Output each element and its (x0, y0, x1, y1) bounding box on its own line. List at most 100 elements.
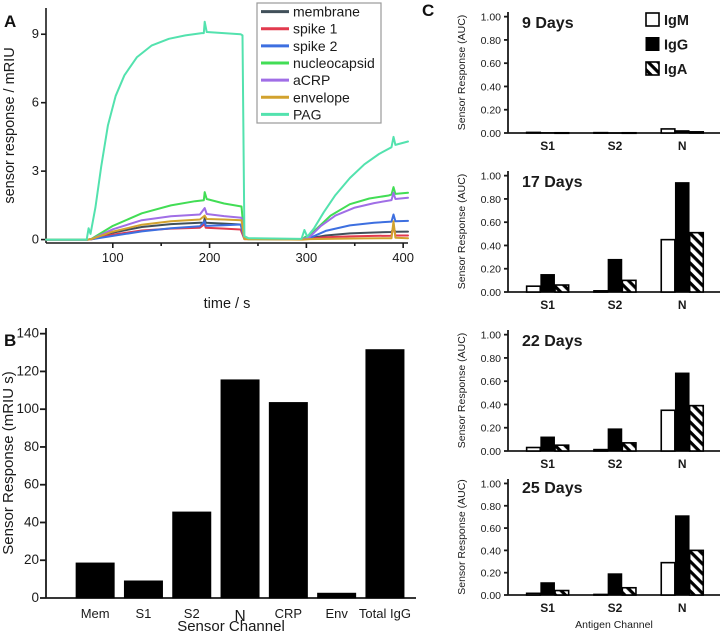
bar-N-IgA (688, 404, 705, 452)
bar-S2 (172, 511, 212, 599)
y-tick-label: 9 (32, 26, 39, 41)
y-tick-label: 0.20 (481, 264, 502, 276)
category-label: N (234, 608, 245, 625)
bar-N-IgM (660, 561, 676, 596)
panel-a-label: A (4, 12, 17, 31)
category-label: N (678, 457, 687, 471)
series-line-nucleocapsid (45, 186, 409, 241)
bar-S2-IgM (593, 290, 609, 293)
category-label: CRP (275, 606, 302, 621)
y-tick-label: 0.40 (481, 81, 502, 93)
category-label: Env (325, 606, 348, 621)
y-tick-label: 20 (24, 552, 39, 567)
y-tick-label: 0.80 (481, 194, 502, 206)
y-tick-label: 0.60 (481, 523, 502, 535)
bar-S1-IgA (554, 284, 570, 293)
bar-N-IgA (688, 549, 705, 596)
bar-S1 (123, 580, 163, 599)
category-label: S1 (540, 457, 555, 471)
category-label: S2 (608, 139, 623, 153)
bar-N-IgA (688, 131, 705, 134)
y-tick-label: 0.00 (481, 446, 502, 458)
series-line-envelope (45, 214, 409, 241)
y-tick-label: 1.00 (481, 171, 502, 183)
x-tick-label: 300 (296, 250, 318, 265)
legend-label: IgA (664, 62, 688, 78)
legend-label: nucleocapsid (293, 55, 375, 71)
x-tick-label: 400 (392, 250, 414, 265)
bar-CRP (268, 402, 308, 599)
category-label: S1 (540, 139, 555, 153)
category-label: S2 (184, 606, 200, 621)
bar-N-IgG (674, 182, 690, 293)
panel-b-label: B (4, 331, 17, 350)
y-tick-label: 0.40 (481, 240, 502, 252)
bar-S1-IgG (540, 132, 555, 134)
category-label: Total IgG (359, 606, 411, 621)
y-tick-label: 0.60 (481, 376, 502, 388)
y-tick-label: 0.80 (481, 501, 502, 513)
y-tick-label: 40 (24, 514, 39, 529)
bar-N-IgG (674, 130, 690, 134)
bar-S1-IgM (525, 131, 542, 134)
y-tick-label: 1.00 (481, 12, 502, 24)
bar-S2-IgM (593, 131, 609, 134)
bar-S2-IgM (593, 593, 609, 596)
y-tick-label: 0.00 (481, 128, 502, 140)
chart-title: 9 Days (522, 15, 574, 32)
category-label: S2 (608, 601, 623, 615)
category-label: N (678, 139, 687, 153)
bar-S1-IgM (525, 592, 542, 596)
series-line-spike-1 (45, 223, 409, 241)
y-tick-label: 0.20 (481, 568, 502, 580)
y-tick-label: 6 (32, 95, 39, 110)
panel-c-17-days-grouped-bar-chart: 0.00 0.20 0.40 0.60 0.80 1.00 Sensor Response … (456, 171, 720, 312)
y-tick-label: 0.20 (481, 423, 502, 435)
bar-N-IgM (660, 128, 676, 134)
y-tick-label: 0 (31, 590, 39, 605)
panel-c-25-days-grouped-bar-chart: 0.00 0.20 0.40 0.60 0.80 1.00 Sensor Response … (456, 478, 720, 631)
chart-title: 22 Days (522, 333, 583, 350)
category-label: S2 (608, 457, 623, 471)
y-tick-label: 0.40 (481, 399, 502, 411)
y-tick-label: 0.00 (481, 590, 502, 602)
y-axis-title: sensor response / mRIU (2, 47, 18, 203)
x-tick-label: 200 (199, 250, 221, 265)
y-tick-label: 80 (24, 439, 39, 454)
legend-swatch-IgA (645, 61, 660, 76)
legend-swatch-IgM (645, 12, 660, 27)
y-axis-title: Sensor Response (AUC) (456, 15, 468, 131)
legend-label: membrane (293, 4, 360, 20)
category-label: S1 (540, 601, 555, 615)
legend-label: PAG (293, 106, 322, 122)
panel-b-sensor-channel-bar-chart: 0 20 40 60 80 100 120 140 Sensor Response (mRIU … (0, 326, 416, 634)
x-axis-title: Antigen Channel (575, 619, 653, 631)
bar-S1-IgA (554, 131, 570, 135)
bar-N-IgM (660, 409, 676, 452)
legend-label: IgM (664, 13, 689, 29)
bar-Total-IgG (365, 349, 405, 599)
x-tick-label: 100 (102, 250, 124, 265)
chart-title: 25 Days (522, 480, 583, 497)
bar-S1-IgG (540, 436, 555, 452)
category-label: S1 (135, 606, 151, 621)
y-axis-title: Sensor Response (AUC) (456, 174, 468, 290)
bar-S2-IgG (607, 132, 623, 134)
panel-a-sensorgram-line-chart: 0 3 6 9 sensor response / mRIU time / s 100 200… (2, 2, 414, 312)
bar-S1-IgG (540, 274, 555, 293)
y-axis-title: Sensor Response (AUC) (456, 479, 468, 595)
legend-label: IgG (664, 38, 688, 54)
y-tick-label: 3 (32, 163, 39, 178)
y-tick-label: 1.00 (481, 478, 502, 490)
bar-S2-IgA (621, 279, 637, 293)
bar-S2-IgG (607, 258, 623, 293)
bar-N (220, 379, 260, 599)
bar-S2-IgA (621, 442, 637, 452)
series-line-spike-2 (45, 213, 409, 241)
category-label: N (678, 298, 687, 312)
y-tick-label: 60 (24, 477, 39, 492)
bar-S1-IgM (525, 446, 542, 452)
bar-N-IgG (674, 515, 690, 596)
bar-N-IgG (674, 372, 690, 452)
